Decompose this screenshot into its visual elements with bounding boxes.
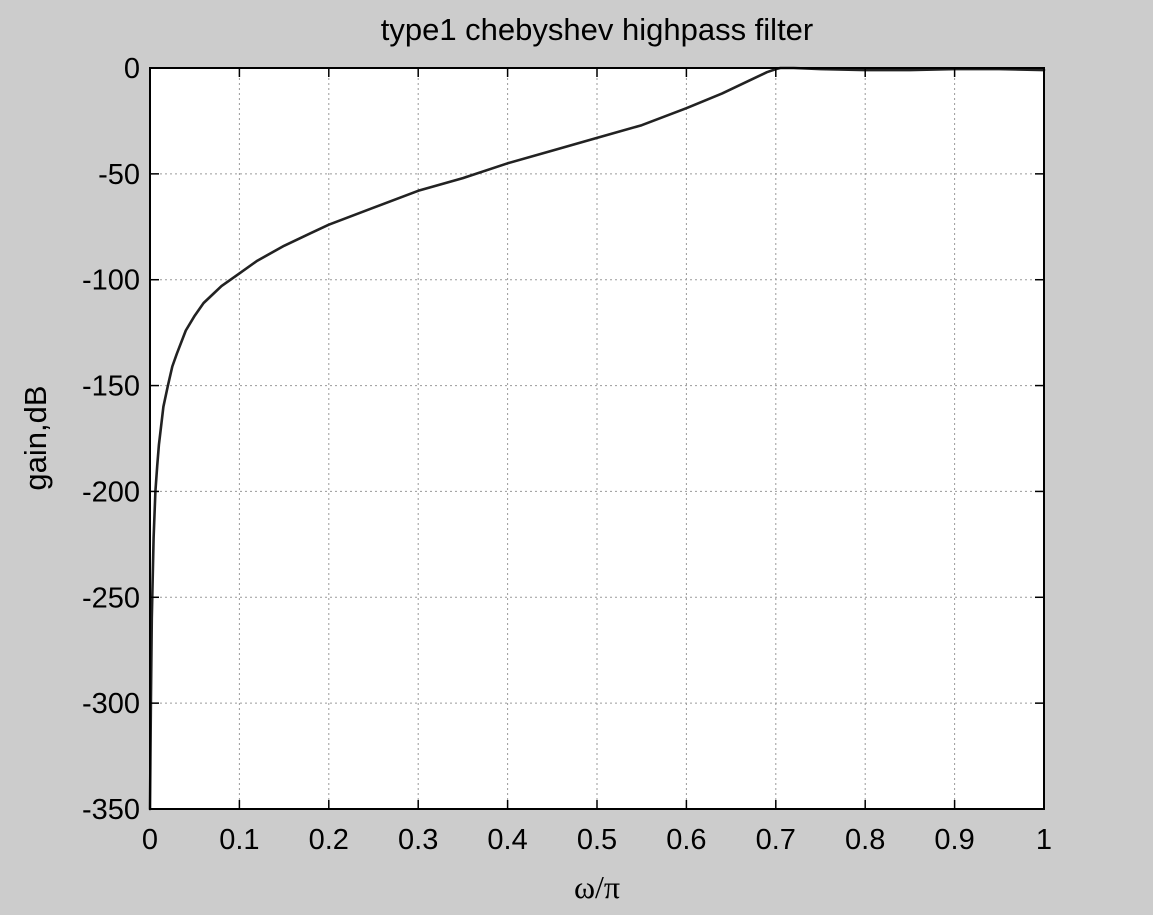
- x-axis-label: ω/π: [574, 869, 620, 905]
- x-tick-label: 0.4: [487, 824, 527, 856]
- x-tick-label: 0.3: [398, 824, 438, 856]
- y-tick-label: -200: [82, 476, 140, 508]
- x-tick-label: 0.2: [309, 824, 349, 856]
- y-tick-label: -350: [82, 794, 140, 826]
- y-tick-label: -250: [82, 582, 140, 614]
- y-tick-label: -50: [98, 159, 140, 191]
- y-axis-label: gain,dB: [18, 385, 53, 490]
- y-tick-label: -300: [82, 688, 140, 720]
- x-tick-label: 0: [142, 824, 158, 856]
- y-tick-label: 0: [124, 53, 140, 85]
- x-tick-label: 0.9: [934, 824, 974, 856]
- x-tick-label: 0.1: [219, 824, 259, 856]
- chart-title: type1 chebyshev highpass filter: [381, 12, 814, 47]
- x-tick-label: 0.7: [756, 824, 796, 856]
- y-tick-label: -150: [82, 371, 140, 403]
- x-tick-label: 0.8: [845, 824, 885, 856]
- x-tick-label: 0.5: [577, 824, 617, 856]
- tick-labels: 0 0.1 0.2 0.3 0.4 0.5 0.6 0.7 0.8 0.9 1 0 -50 -100 -15…: [82, 53, 1052, 856]
- y-tick-label: -100: [82, 265, 140, 297]
- grid-lines: [150, 68, 1044, 809]
- x-tick-label: 0.6: [666, 824, 706, 856]
- x-tick-label: 1: [1036, 824, 1052, 856]
- ticks: [149, 67, 1045, 810]
